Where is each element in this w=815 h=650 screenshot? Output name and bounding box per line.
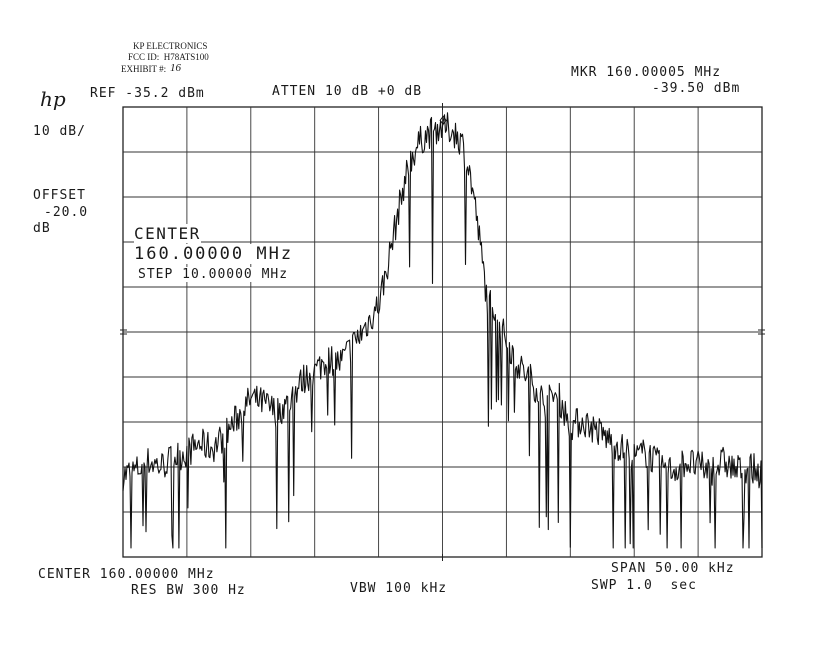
marker-frequency: MKR 160.00005 MHz [571, 65, 722, 80]
center-title: CENTER [134, 224, 201, 243]
sweep-time: SWP 1.0 sec [591, 578, 697, 593]
marker-diamond [439, 115, 447, 126]
resolution-bandwidth: RES BW 300 Hz [131, 583, 246, 598]
ref-level: REF -35.2 dBm [90, 86, 205, 101]
offset-value: -20.0 [44, 205, 89, 220]
scale-per-division: 10 dB/ [33, 124, 86, 139]
center-value: 160.00000 MHz [134, 244, 294, 264]
attenuation: ATTEN 10 dB +0 dB [272, 84, 423, 99]
offset-label: OFFSET [33, 188, 86, 203]
offset-unit: dB [33, 221, 51, 236]
video-bandwidth: VBW 100 kHz [350, 581, 448, 596]
spectrum-trace [122, 112, 763, 549]
exhibit-number: 16 [170, 62, 181, 74]
exhibit-company: KP ELECTRONICS [133, 41, 208, 51]
exhibit-label: EXHIBIT #: [121, 64, 167, 74]
exhibit-fcc-id: FCC ID: H78ATS100 [128, 52, 209, 62]
span: SPAN 50.00 kHz [611, 561, 735, 576]
marker-level: -39.50 dBm [652, 81, 741, 96]
center-frequency: CENTER 160.00000 MHz [38, 567, 215, 582]
step-size: STEP 10.00000 MHz [138, 267, 289, 282]
hp-logo: hp [40, 87, 66, 111]
